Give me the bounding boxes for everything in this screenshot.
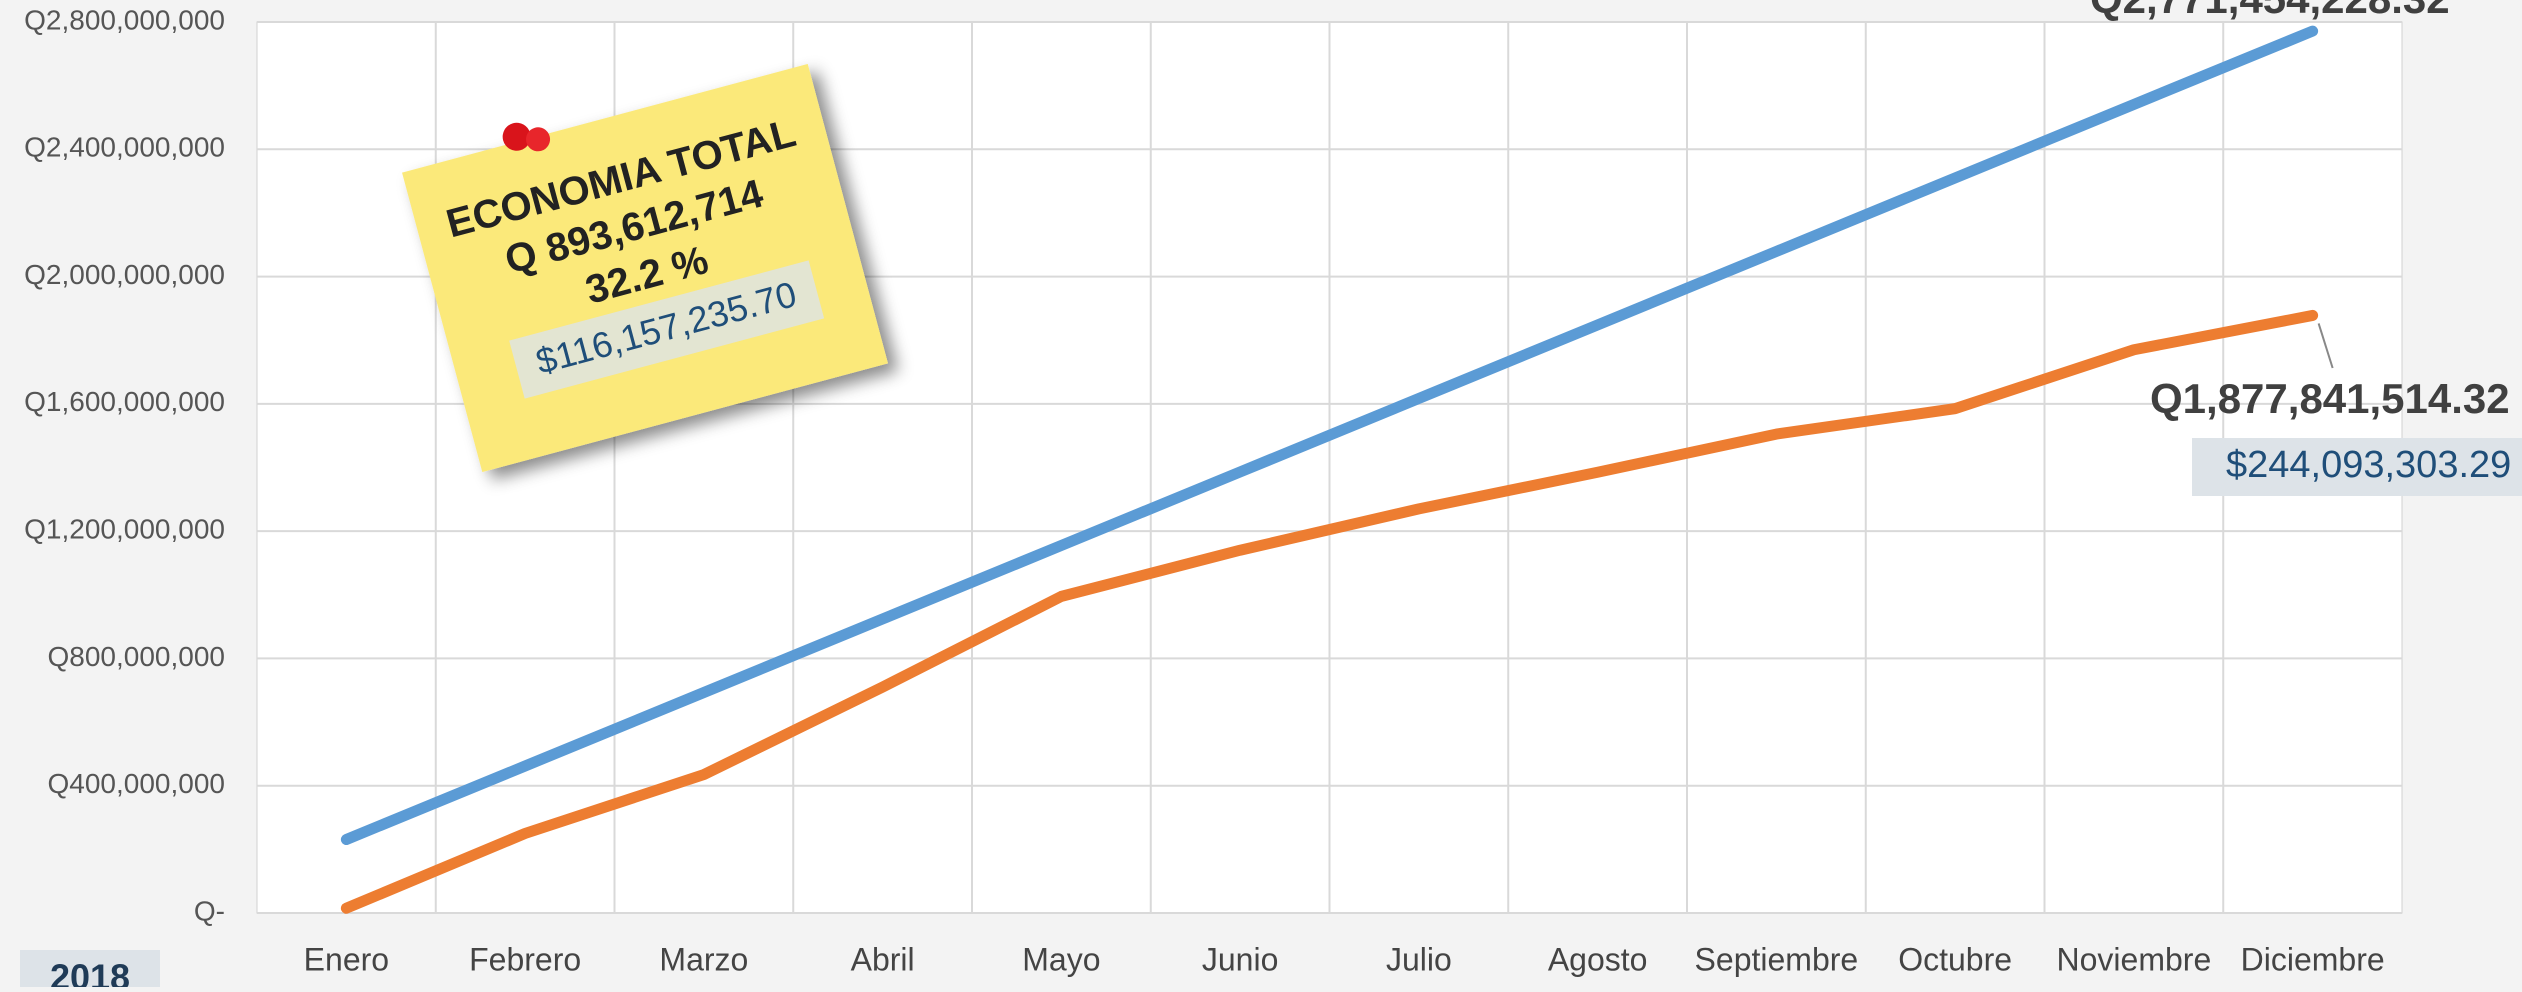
x-tick-label: Noviembre — [2057, 941, 2212, 977]
x-tick-label: Marzo — [659, 941, 748, 977]
x-tick-label: Mayo — [1022, 941, 1100, 977]
x-tick-label: Diciembre — [2241, 941, 2385, 977]
note-usd-box — [509, 260, 825, 399]
series-line — [340, 25, 2319, 845]
y-tick-label: Q800,000,000 — [48, 641, 226, 672]
series-line — [340, 309, 2319, 914]
data-label: Q2,771,454,228.32 — [2090, 0, 2450, 22]
x-tick-label: Enero — [304, 941, 389, 977]
usd-label: $244,093,303.29 — [2226, 444, 2511, 486]
year-box — [20, 950, 160, 990]
pin — [502, 122, 531, 151]
usd-box — [2192, 438, 2522, 496]
y-tick-label: Q400,000,000 — [48, 768, 226, 799]
pin — [526, 127, 551, 152]
y-tick-label: Q2,000,000,000 — [24, 259, 225, 290]
y-tick-label: Q2,400,000,000 — [24, 132, 225, 163]
x-tick-label: Junio — [1202, 941, 1279, 977]
x-tick-label: Julio — [1386, 941, 1452, 977]
x-tick-label: Agosto — [1548, 941, 1648, 977]
y-tick-label: Q- — [194, 895, 225, 926]
x-tick-label: Septiembre — [1695, 941, 1859, 977]
y-tick-label: Q1,600,000,000 — [24, 386, 225, 417]
leader-line — [2317, 323, 2334, 369]
y-tick-label: Q2,800,000,000 — [24, 4, 225, 35]
sticky-note: ECONOMIA TOTAL Q 893,612,714 32.2 % $116… — [402, 63, 888, 473]
x-tick-label: Abril — [851, 941, 915, 977]
x-tick-label: Octubre — [1898, 941, 2012, 977]
y-tick-label: Q1,200,000,000 — [24, 514, 225, 545]
marks: Q- Q400,000,000 Q800,000,000 Q1,200,000,000… — [24, 4, 2402, 977]
x-tick-label: Febrero — [469, 941, 581, 977]
data-label: Q1,877,841,514.32 — [2150, 375, 2510, 422]
year-label: 2018 — [50, 957, 130, 987]
